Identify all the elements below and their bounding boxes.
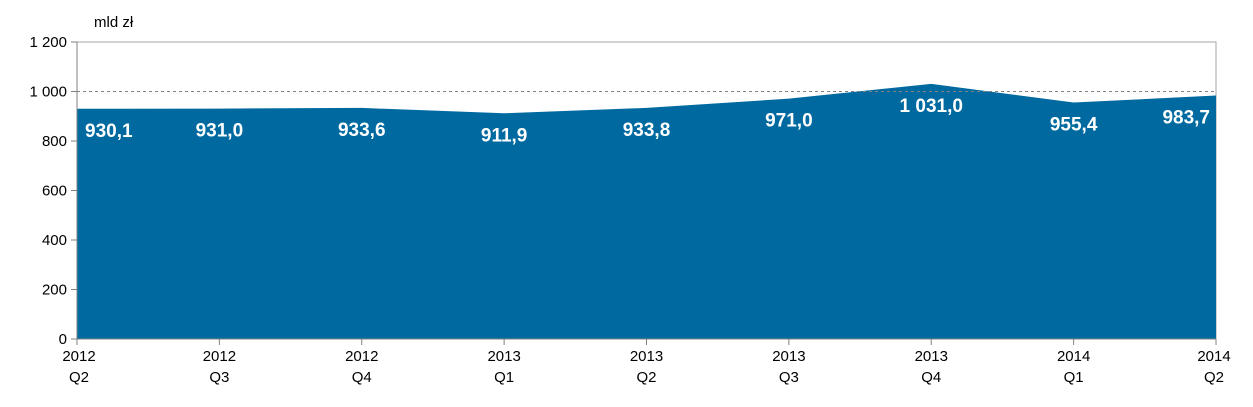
data-label: 933,6 [338, 120, 386, 141]
area-series-0 [77, 83, 1216, 339]
x-tick-label-quarter: Q3 [209, 369, 229, 386]
x-tick-label-year: 2014 [1197, 348, 1230, 365]
data-label: 931,0 [196, 121, 244, 142]
y-tick-label: 1 200 [29, 34, 67, 51]
x-tick-label-quarter: Q2 [636, 369, 656, 386]
x-tick-label-year: 2014 [1057, 348, 1090, 365]
y-tick-label: 200 [42, 282, 67, 299]
x-tick-label-quarter: Q1 [494, 369, 514, 386]
x-tick-label-quarter: Q4 [921, 369, 941, 386]
data-label: 911,9 [481, 125, 528, 146]
x-tick-label-quarter: Q4 [352, 369, 372, 386]
x-tick-label-year: 2013 [487, 348, 520, 365]
y-tick-label: 800 [42, 133, 67, 150]
y-tick-label: 1 000 [29, 84, 67, 101]
x-tick-label-year: 2013 [915, 348, 948, 365]
x-tick-label-quarter: Q1 [1064, 369, 1084, 386]
x-tick-label-quarter: Q3 [779, 369, 799, 386]
y-tick-label: 400 [42, 232, 67, 249]
data-label: 955,4 [1050, 115, 1098, 136]
x-tick-label-year: 2013 [772, 348, 805, 365]
y-tick-label: 0 [59, 331, 67, 348]
unit-label: mld zł [94, 14, 134, 31]
x-tick-label-year: 2012 [62, 348, 95, 365]
data-label: 983,7 [1162, 108, 1210, 129]
x-tick-label-year: 2012 [203, 348, 236, 365]
y-tick-label: 600 [42, 183, 67, 200]
x-tick-label-quarter: Q2 [69, 369, 89, 386]
data-label: 971,0 [765, 111, 813, 132]
x-tick-label-quarter: Q2 [1204, 369, 1224, 386]
data-label: 1 031,0 [900, 96, 963, 117]
data-label: 930,1 [85, 121, 133, 142]
x-tick-label-year: 2013 [630, 348, 663, 365]
data-label: 933,8 [623, 120, 671, 141]
x-tick-label-year: 2012 [345, 348, 378, 365]
